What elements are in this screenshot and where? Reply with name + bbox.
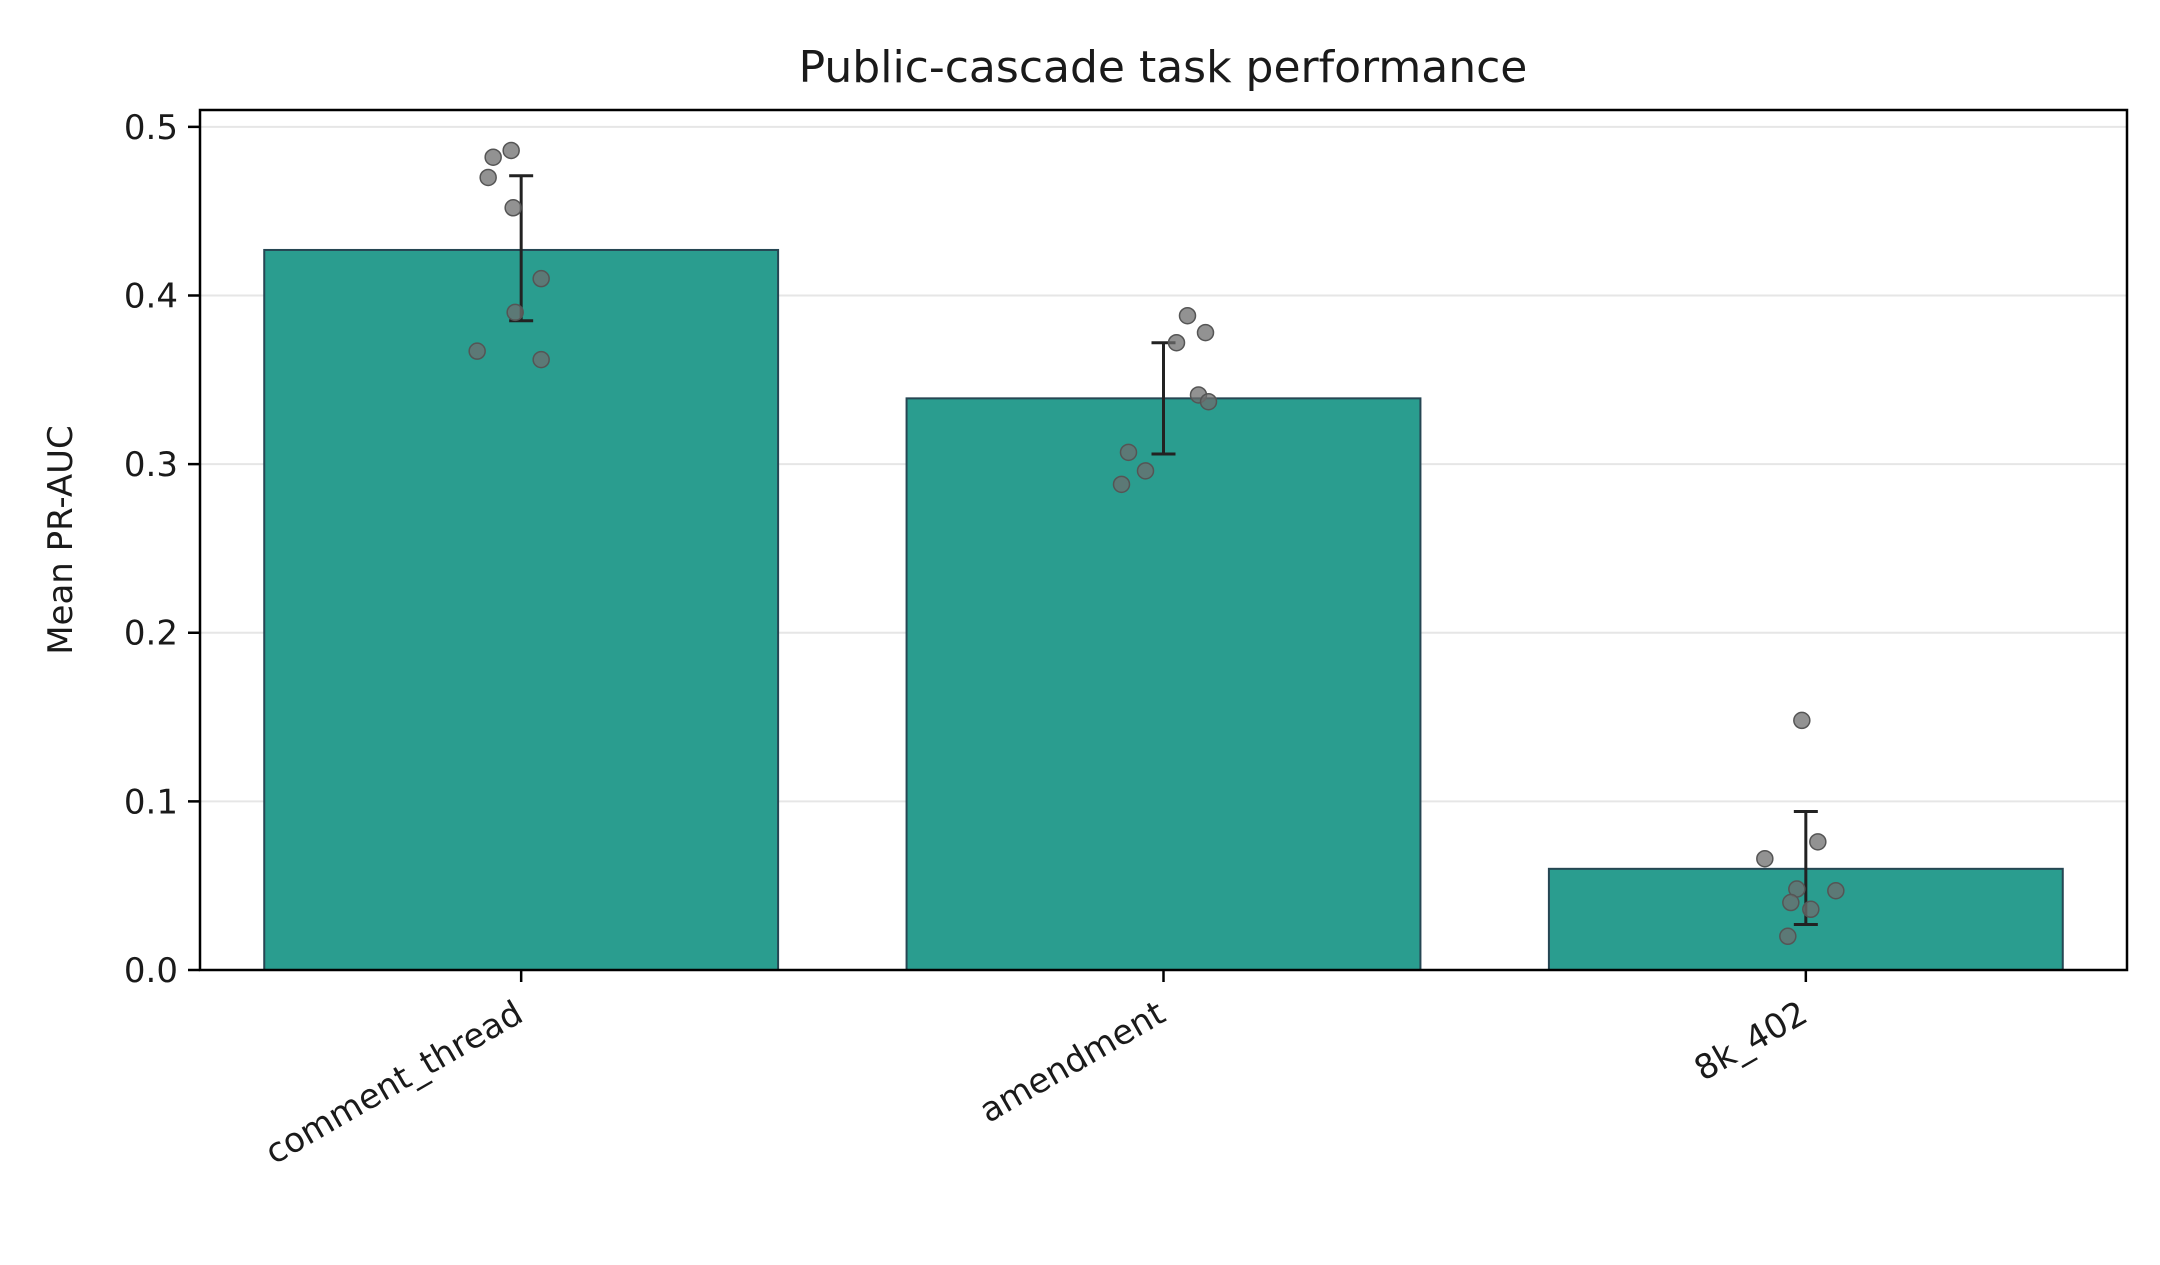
point-8k_402 xyxy=(1827,881,1845,900)
point-comment_thread xyxy=(506,303,524,322)
point-comment_thread xyxy=(532,350,550,369)
point-amendment xyxy=(1112,475,1131,494)
point-comment_thread xyxy=(502,141,520,160)
y-tick-label: 0.2 xyxy=(124,614,178,654)
x-tick-label-8k_402: 8k_402 xyxy=(1688,993,1815,1089)
y-tick-label: 0.4 xyxy=(124,276,178,316)
y-tick-label: 0.0 xyxy=(124,951,178,991)
bar-comment_thread xyxy=(263,248,780,972)
x-tick-label-comment_thread: comment_thread xyxy=(259,993,530,1173)
point-amendment xyxy=(1136,462,1155,480)
point-comment_thread xyxy=(532,269,550,288)
point-8k_402 xyxy=(1793,711,1811,730)
x-tick-label-amendment: amendment xyxy=(973,993,1172,1131)
point-layer xyxy=(468,141,1845,946)
point-amendment xyxy=(1199,392,1218,411)
y-tick-label: 0.5 xyxy=(124,108,178,148)
point-comment_thread xyxy=(479,168,497,187)
point-8k_402 xyxy=(1779,927,1797,946)
y-axis-label: Mean PR-AUC xyxy=(41,425,81,655)
point-8k_402 xyxy=(1756,849,1774,868)
point-8k_402 xyxy=(1802,900,1820,919)
bar-amendment xyxy=(905,397,1422,971)
chart-title: Public-cascade task performance xyxy=(799,42,1528,93)
point-amendment xyxy=(1196,323,1215,342)
point-amendment xyxy=(1178,306,1197,325)
point-comment_thread xyxy=(504,199,522,217)
point-comment_thread xyxy=(468,342,486,360)
y-tick-label: 0.1 xyxy=(124,782,178,822)
bar-layer xyxy=(263,248,2064,972)
point-amendment xyxy=(1119,443,1138,462)
point-8k_402 xyxy=(1782,893,1800,912)
point-amendment xyxy=(1167,333,1186,352)
point-8k_402 xyxy=(1809,833,1827,851)
y-tick-label: 0.3 xyxy=(124,445,178,485)
point-comment_thread xyxy=(484,148,502,166)
